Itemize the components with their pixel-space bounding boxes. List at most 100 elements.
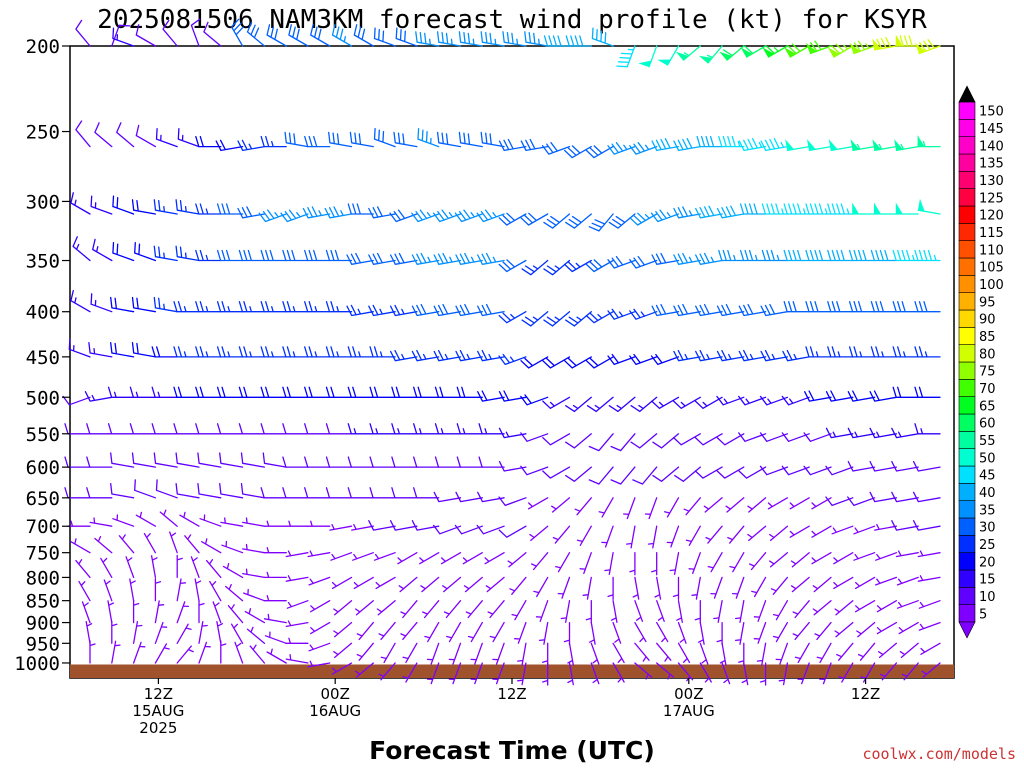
wind-barb xyxy=(914,423,941,435)
wind-barb-staff xyxy=(153,199,178,215)
wind-barb xyxy=(282,423,309,435)
wind-barb xyxy=(333,600,353,616)
wind-barb-staff xyxy=(854,576,876,590)
wind-barb-staff xyxy=(514,621,527,644)
wind-barb xyxy=(411,303,440,317)
wind-barb-staff xyxy=(854,600,876,613)
wind-barb-staff xyxy=(718,135,745,148)
wind-barb xyxy=(368,304,396,317)
wind-barb-staff xyxy=(391,423,418,435)
wind-barb-staff xyxy=(282,249,309,262)
wind-barb xyxy=(719,45,745,61)
wind-barb xyxy=(155,479,178,499)
wind-barb xyxy=(834,621,854,638)
wind-barb-staff xyxy=(110,342,135,358)
wind-barb-staff xyxy=(347,487,374,499)
wind-barb xyxy=(498,212,527,226)
wind-barb xyxy=(462,552,483,565)
wind-barb-staff xyxy=(242,517,266,527)
wind-barb-staff xyxy=(834,621,854,638)
wind-barb-staff xyxy=(285,575,309,582)
wind-barb-staff xyxy=(607,308,636,320)
wind-barb xyxy=(853,525,876,535)
wind-barb-staff xyxy=(195,386,222,398)
wind-barb-staff xyxy=(285,654,309,664)
wind-barb xyxy=(590,642,600,665)
wind-barb xyxy=(675,45,701,61)
wind-barb xyxy=(176,623,192,644)
wind-barb-staff xyxy=(331,576,353,590)
wind-barb xyxy=(762,45,789,58)
wind-barb xyxy=(610,600,618,623)
wind-barb-staff xyxy=(347,386,374,398)
wind-barb-staff xyxy=(462,552,483,565)
wind-barb xyxy=(695,349,723,362)
wind-barb xyxy=(458,131,483,148)
wind-barb-staff xyxy=(563,145,592,159)
wind-barb-staff xyxy=(310,600,331,613)
wind-barb xyxy=(816,642,832,664)
wind-barb xyxy=(778,662,789,686)
wind-barb-staff xyxy=(498,353,527,366)
wind-barb-staff xyxy=(847,390,876,402)
wind-barb-staff xyxy=(876,600,898,613)
wind-barb xyxy=(260,346,287,358)
wind-barb xyxy=(656,642,672,662)
wind-barb-staff xyxy=(75,120,91,148)
wind-barb-staff xyxy=(760,349,789,362)
wind-barb xyxy=(792,600,810,619)
wind-barb xyxy=(565,396,592,413)
wind-barb-staff xyxy=(240,482,266,499)
wind-barb xyxy=(70,289,91,313)
wind-barb-staff xyxy=(899,642,919,659)
wind-barb-staff xyxy=(891,520,919,531)
wind-barb xyxy=(650,209,680,223)
wind-barb xyxy=(368,520,396,531)
wind-barb-staff xyxy=(608,213,636,229)
wind-barb xyxy=(380,642,396,664)
wind-barb xyxy=(201,538,222,554)
wind-barb-staff xyxy=(576,525,592,546)
wind-barb-staff xyxy=(836,642,854,661)
wind-barb xyxy=(579,552,592,575)
wind-barb xyxy=(242,543,266,554)
wind-barb-staff xyxy=(567,642,574,666)
wind-barb-staff xyxy=(351,523,374,531)
wind-barb xyxy=(520,394,549,406)
wind-barb xyxy=(850,139,876,152)
wind-barb-staff xyxy=(264,631,287,644)
wind-barb xyxy=(784,43,810,58)
wind-barb xyxy=(454,209,483,223)
wind-barb-staff xyxy=(588,466,614,485)
colorbar-label: 50 xyxy=(979,451,996,466)
wind-barb-pennant xyxy=(762,47,775,58)
wind-barb xyxy=(238,249,266,262)
y-tick-label: 750 xyxy=(26,543,60,565)
wind-barb-staff xyxy=(448,642,462,665)
wind-barb-staff xyxy=(789,497,810,510)
wind-barb xyxy=(470,642,483,665)
colorbar-segment xyxy=(958,379,976,397)
wind-barb xyxy=(634,621,647,643)
wind-barb-staff xyxy=(677,621,687,644)
wind-barb xyxy=(608,396,636,413)
colorbar-segment xyxy=(958,569,976,588)
wind-barb-staff xyxy=(789,525,810,538)
wind-barb xyxy=(237,206,266,219)
wind-barb xyxy=(847,460,876,472)
wind-barb xyxy=(198,641,211,664)
wind-barb xyxy=(375,576,396,590)
wind-barb-staff xyxy=(781,395,810,406)
wind-barb xyxy=(783,301,810,313)
wind-barb-staff xyxy=(891,460,919,472)
wind-barb-staff xyxy=(812,600,832,616)
wind-barb-staff xyxy=(716,466,745,479)
credit-link[interactable]: coolwx.com/models xyxy=(862,745,1016,763)
wind-barb-staff xyxy=(612,621,622,644)
wind-barb xyxy=(557,576,571,599)
wind-barb-staff xyxy=(389,304,418,317)
wind-barb xyxy=(869,460,898,472)
wind-barb-staff xyxy=(90,293,113,313)
wind-barb xyxy=(131,296,157,313)
wind-barb xyxy=(601,525,614,548)
